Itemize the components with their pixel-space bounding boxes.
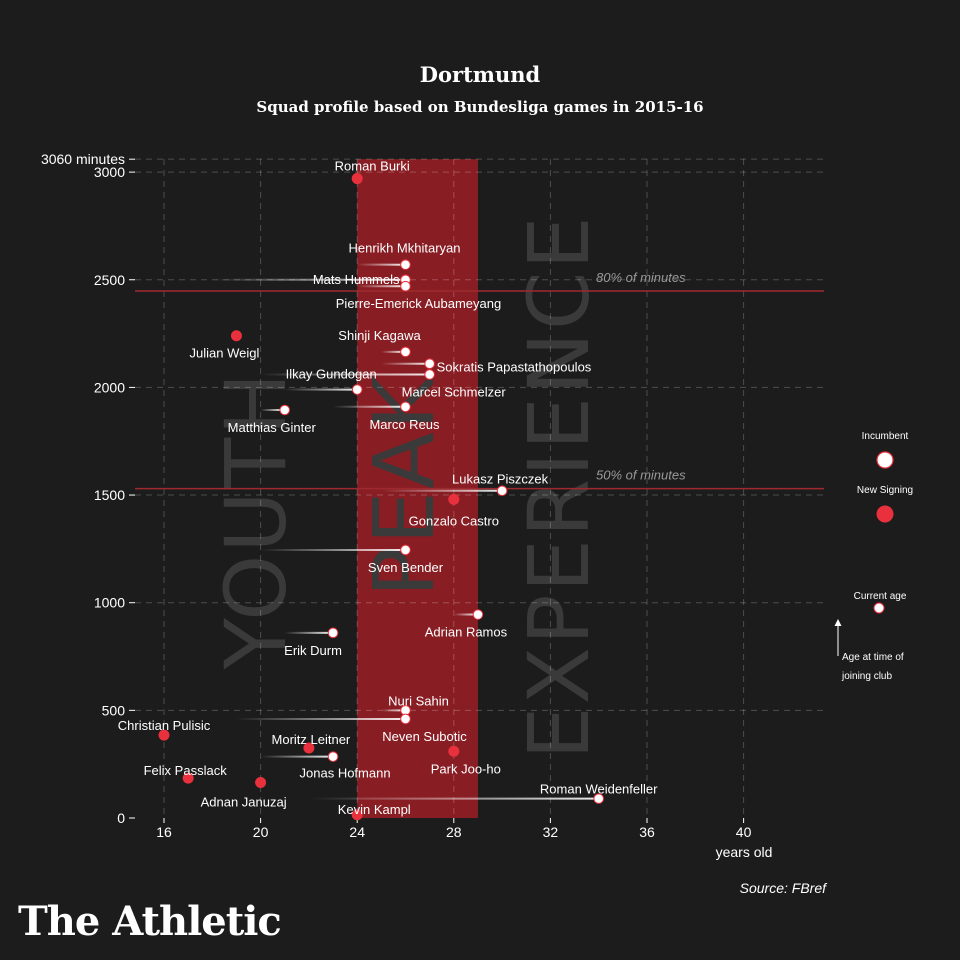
legend-incumbent-label: Incumbent [862, 431, 909, 442]
band-label-youth: YOUTH [207, 371, 305, 671]
point-lukasz-piszczek [496, 485, 508, 497]
label-felix-passlack: Felix Passlack [144, 763, 228, 778]
point-erik-durm [327, 627, 339, 639]
x-tick-20: 20 [253, 824, 269, 840]
point-moritz-leitner [303, 742, 315, 754]
point-ilkay-gundogan [351, 384, 363, 395]
point-marco-reus [400, 401, 411, 413]
band-label-experience: EXPERIENCE [510, 214, 608, 759]
legend: Incumbent New Signing Current age Age at… [834, 431, 913, 682]
label-nuri-sahin: Nuri Sahin [388, 693, 449, 708]
x-tick-24: 24 [349, 824, 365, 840]
label-sven-bender: Sven Bender [368, 560, 444, 575]
point-gonzalo-castro [448, 493, 460, 505]
label-henrikh-mkhitaryan: Henrikh Mkhitaryan [349, 241, 461, 256]
point-neven-subotic [400, 713, 411, 725]
point-sokratis-papastathopoulos [424, 358, 435, 370]
point-jonas-hofmann [327, 751, 339, 762]
label-park-joo-ho: Park Joo-ho [431, 761, 501, 776]
legend-arrow-head [834, 619, 842, 626]
x-axis-label: years old [716, 844, 773, 860]
x-tick-16: 16 [156, 824, 172, 840]
brand-logo: The Athletic [18, 898, 282, 945]
threshold-label-80-of-minutes: 80% of minutes [596, 270, 686, 285]
x-tick-40: 40 [736, 824, 752, 840]
legend-age-joined-label-2: joining club [841, 671, 892, 682]
label-shinji-kagawa: Shinji Kagawa [338, 328, 421, 343]
legend-new-signing-marker [876, 505, 894, 523]
point-park-joo-ho [448, 745, 460, 757]
label-jonas-hofmann: Jonas Hofmann [300, 766, 391, 781]
point-roman-burki [351, 173, 363, 185]
point-pierre-emerick-aubameyang [400, 280, 411, 292]
x-tick-36: 36 [639, 824, 655, 840]
chart-subtitle: Squad profile based on Bundesliga games … [256, 98, 704, 116]
y-max-label: 3060 minutes [41, 151, 125, 167]
label-julian-weigl: Julian Weigl [190, 346, 260, 361]
point-julian-weigl [230, 330, 242, 342]
label-mats-hummels: Mats Hummels [313, 272, 400, 287]
y-tick-1000: 1000 [94, 595, 125, 611]
point-christian-pulisic [158, 729, 170, 741]
y-tick-3000: 3000 [94, 164, 125, 180]
y-tick-2500: 2500 [94, 272, 125, 288]
label-matthias-ginter: Matthias Ginter [228, 420, 317, 435]
legend-current-age-marker [873, 602, 885, 614]
point-henrikh-mkhitaryan [400, 259, 411, 270]
label-christian-pulisic: Christian Pulisic [118, 718, 211, 733]
point-matthias-ginter [279, 404, 291, 416]
source-note: Source: FBref [739, 880, 826, 896]
label-moritz-leitner: Moritz Leitner [272, 732, 351, 747]
legend-current-age-label: Current age [854, 591, 907, 602]
label-roman-weidenfeller: Roman Weidenfeller [540, 782, 658, 797]
y-tick-0: 0 [117, 810, 125, 826]
label-neven-subotic: Neven Subotic [382, 729, 467, 744]
legend-age-joined-label-1: Age at time of [842, 652, 904, 663]
point-felix-passlack [182, 772, 194, 784]
label-marcel-schmelzer: Marcel Schmelzer [402, 384, 507, 399]
label-pierre-emerick-aubameyang: Pierre-Emerick Aubameyang [336, 296, 501, 311]
point-sven-bender [400, 544, 411, 556]
point-kevin-kampl [351, 809, 363, 821]
point-marcel-schmelzer [424, 369, 435, 380]
label-gonzalo-castro: Gonzalo Castro [409, 513, 499, 528]
y-tick-2000: 2000 [94, 379, 125, 395]
y-tick-500: 500 [102, 702, 126, 718]
label-ilkay-gundogan: Ilkay Gundogan [286, 367, 377, 382]
legend-new-signing-label: New Signing [857, 485, 913, 496]
legend-incumbent-marker [876, 451, 894, 469]
label-roman-burki: Roman Burki [335, 159, 410, 174]
label-kevin-kampl: Kevin Kampl [338, 802, 411, 817]
chart-title: Dortmund [419, 62, 541, 87]
label-erik-durm: Erik Durm [284, 643, 342, 658]
x-tick-28: 28 [446, 824, 462, 840]
label-lukasz-piszczek: Lukasz Piszczek [452, 472, 549, 487]
point-shinji-kagawa [400, 346, 411, 358]
y-tick-1500: 1500 [94, 487, 125, 503]
label-adrian-ramos: Adrian Ramos [425, 625, 508, 640]
point-adrian-ramos [472, 609, 484, 620]
label-adnan-januzaj: Adnan Januzaj [201, 794, 287, 809]
point-roman-weidenfeller [593, 793, 605, 804]
point-adnan-januzaj [255, 776, 267, 788]
x-tick-32: 32 [543, 824, 559, 840]
label-marco-reus: Marco Reus [369, 417, 440, 432]
label-sokratis-papastathopoulos: Sokratis Papastathopoulos [437, 360, 592, 375]
threshold-label-50-of-minutes: 50% of minutes [596, 468, 686, 483]
